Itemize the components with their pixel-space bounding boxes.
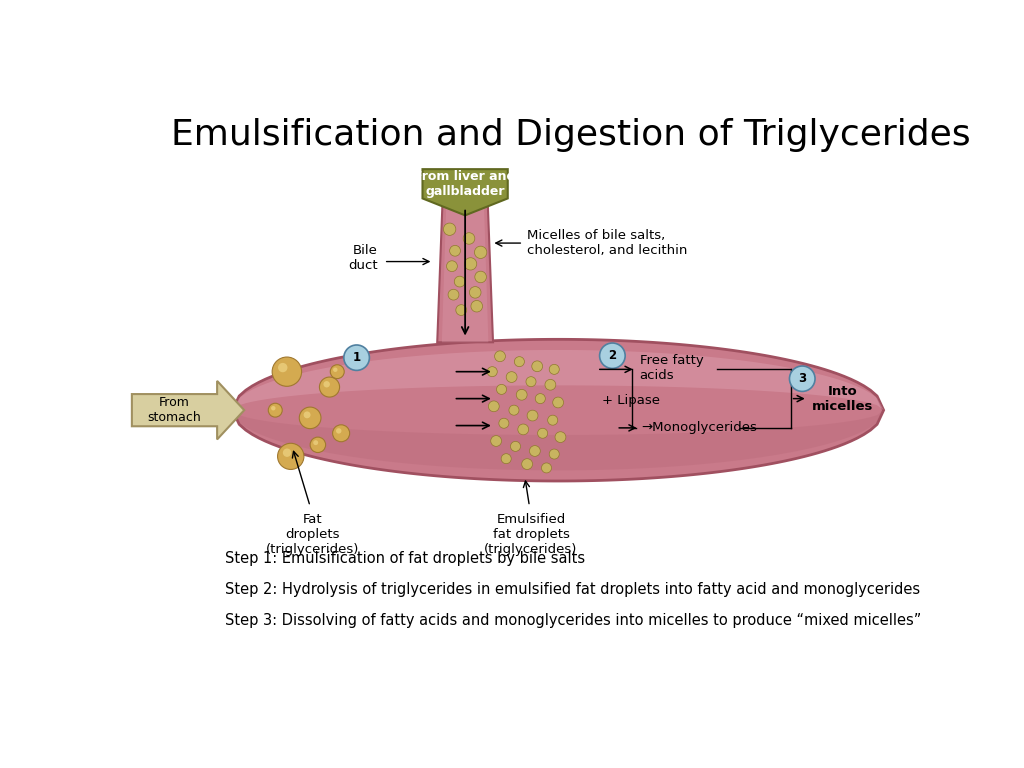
Circle shape [526, 376, 536, 386]
Circle shape [446, 261, 458, 272]
Circle shape [495, 351, 506, 362]
Text: Bile
duct: Bile duct [348, 244, 378, 273]
Circle shape [509, 406, 519, 415]
Circle shape [475, 271, 486, 283]
Text: Emulsification and Digestion of Triglycerides: Emulsification and Digestion of Triglyce… [171, 118, 971, 151]
Circle shape [319, 377, 340, 397]
Circle shape [344, 345, 370, 370]
Circle shape [497, 384, 507, 395]
Polygon shape [132, 381, 245, 439]
Text: From liver and
gallbladder: From liver and gallbladder [415, 170, 516, 198]
Text: Step 2: Hydrolysis of triglycerides in emulsified fat droplets into fatty acid a: Step 2: Hydrolysis of triglycerides in e… [225, 582, 920, 597]
Circle shape [450, 246, 461, 257]
Text: Into
micelles: Into micelles [812, 385, 872, 412]
Polygon shape [232, 339, 884, 481]
Circle shape [548, 415, 558, 425]
Circle shape [506, 372, 517, 382]
Circle shape [471, 300, 482, 312]
Circle shape [490, 435, 502, 446]
Circle shape [469, 286, 481, 298]
Circle shape [501, 454, 511, 464]
Circle shape [333, 368, 338, 372]
Circle shape [600, 343, 626, 369]
Polygon shape [232, 350, 884, 410]
Circle shape [310, 437, 326, 452]
Text: →Monoglycerides: →Monoglycerides [641, 422, 757, 435]
Text: Step 1: Emulsification of fat droplets by bile salts: Step 1: Emulsification of fat droplets b… [225, 551, 585, 566]
Circle shape [299, 407, 321, 429]
Circle shape [518, 424, 528, 435]
Circle shape [510, 442, 520, 452]
Circle shape [538, 429, 548, 439]
Circle shape [268, 403, 283, 417]
Circle shape [488, 401, 500, 412]
Circle shape [278, 443, 304, 469]
Text: Micelles of bile salts,
cholesterol, and lecithin: Micelles of bile salts, cholesterol, and… [527, 229, 687, 257]
Circle shape [790, 366, 815, 392]
Circle shape [529, 445, 541, 456]
Circle shape [303, 412, 310, 419]
Circle shape [449, 290, 459, 300]
Circle shape [336, 429, 341, 434]
Text: 1: 1 [352, 351, 360, 364]
Circle shape [271, 406, 275, 410]
Circle shape [313, 440, 318, 445]
Circle shape [521, 458, 532, 469]
Circle shape [536, 394, 546, 404]
Circle shape [514, 356, 524, 366]
Circle shape [555, 432, 566, 442]
Text: From
stomach: From stomach [147, 396, 202, 424]
Circle shape [549, 364, 559, 374]
Circle shape [545, 379, 556, 390]
Circle shape [279, 363, 288, 372]
Polygon shape [442, 198, 488, 343]
Circle shape [487, 366, 498, 376]
Text: + Lipase: + Lipase [602, 394, 660, 407]
Circle shape [272, 357, 302, 386]
Polygon shape [423, 169, 508, 215]
Text: Emulsified
fat droplets
(triglycerides): Emulsified fat droplets (triglycerides) [484, 512, 578, 555]
Text: Free fatty
acids: Free fatty acids [640, 354, 703, 382]
Circle shape [464, 258, 477, 270]
Circle shape [516, 389, 527, 400]
Text: Step 3: Dissolving of fatty acids and monoglycerides into micelles to produce “m: Step 3: Dissolving of fatty acids and mo… [225, 613, 922, 627]
Text: 3: 3 [798, 372, 806, 386]
Polygon shape [232, 410, 884, 470]
Circle shape [553, 397, 563, 408]
Circle shape [443, 223, 456, 235]
Circle shape [542, 463, 552, 473]
Circle shape [455, 276, 465, 287]
Circle shape [324, 381, 330, 388]
Circle shape [549, 449, 559, 459]
Text: 2: 2 [608, 349, 616, 362]
Circle shape [283, 449, 291, 457]
Text: Fat
droplets
(triglycerides): Fat droplets (triglycerides) [266, 512, 359, 555]
Circle shape [474, 247, 486, 259]
Circle shape [527, 410, 538, 421]
Circle shape [333, 425, 349, 442]
Circle shape [531, 361, 543, 372]
Polygon shape [437, 198, 493, 343]
Circle shape [456, 305, 467, 316]
Circle shape [499, 419, 509, 429]
Circle shape [463, 233, 475, 244]
Circle shape [331, 365, 344, 379]
